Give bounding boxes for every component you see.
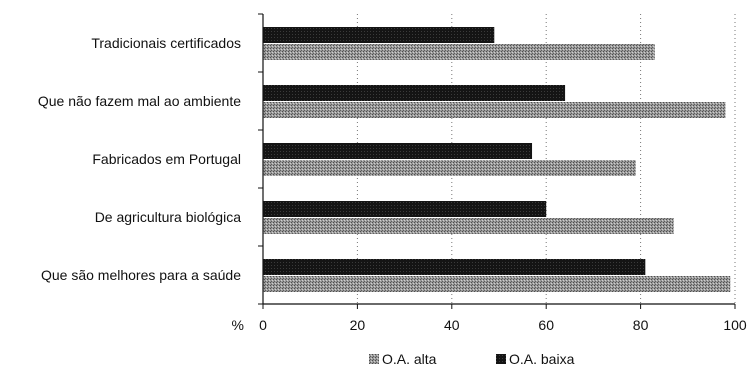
- category-label: Que são melhores para a saúde: [41, 267, 241, 283]
- x-tick-label: 0: [259, 317, 267, 333]
- category-label: Que não fazem mal ao ambiente: [38, 93, 241, 109]
- bar: [263, 259, 646, 275]
- bar: [263, 276, 731, 292]
- bar: [263, 201, 547, 217]
- bar: [263, 85, 566, 101]
- bar: [263, 27, 495, 43]
- category-label: Tradicionais certificados: [91, 35, 241, 51]
- legend-swatch: [496, 354, 506, 364]
- bar: [263, 218, 674, 234]
- axes: [258, 13, 736, 309]
- legend-label: O.A. alta: [382, 351, 437, 367]
- x-tick-label: 100: [723, 317, 747, 333]
- bar: [263, 44, 655, 60]
- x-tick-label: 80: [633, 317, 649, 333]
- category-label: De agricultura biológica: [95, 209, 242, 225]
- x-tick-label: 60: [538, 317, 554, 333]
- bar: [263, 143, 533, 159]
- category-label: Fabricados em Portugal: [92, 151, 241, 167]
- bar: [263, 160, 636, 176]
- x-tick-label: 20: [350, 317, 366, 333]
- bars: [263, 27, 731, 292]
- legend: O.A. alta O.A. baixa: [369, 351, 575, 367]
- legend-swatch: [369, 354, 379, 364]
- bar: [263, 102, 726, 118]
- x-tick-label: 40: [444, 317, 460, 333]
- legend-label: O.A. baixa: [509, 351, 575, 367]
- x-axis-label: %: [232, 317, 244, 333]
- labels: 0 20 40 60 80 100% Tradicionais certificados Qu…: [38, 35, 747, 333]
